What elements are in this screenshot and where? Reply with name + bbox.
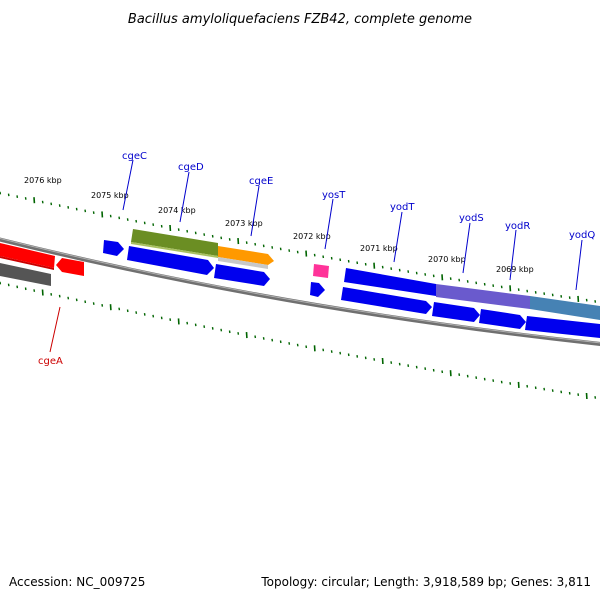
genome-summary-text: Topology: circular; Length: 3,918,589 bp… — [260, 575, 591, 589]
genome-backbone-highlight — [0, 237, 600, 344]
gene-feature[interactable] — [214, 264, 270, 286]
forward-strand-genes — [103, 229, 600, 338]
gene-label-yodR[interactable]: yodR — [505, 221, 530, 232]
leader-yodT — [393, 211, 403, 263]
gene-feature-cgeD[interactable] — [131, 229, 218, 256]
scale-label-2069: 2069 kbp — [496, 265, 534, 274]
scale-label-2071: 2071 kbp — [360, 244, 398, 253]
leader-yodR — [509, 229, 517, 281]
gene-feature-yodS[interactable] — [436, 284, 530, 309]
gene-feature-cgeA-shade — [0, 256, 54, 270]
gene-label-cgeE[interactable]: cgeE — [249, 176, 273, 187]
gene-feature[interactable] — [341, 287, 432, 314]
leader-yodQ — [575, 239, 583, 291]
gene-feature[interactable] — [479, 309, 526, 329]
leader-cgeD — [179, 171, 190, 223]
leader-yodS — [462, 222, 471, 274]
scale-label-2070: 2070 kbp — [428, 255, 466, 264]
gene-label-cgeD[interactable]: cgeD — [178, 162, 204, 173]
gene-label-yodT[interactable]: yodT — [390, 202, 415, 213]
gene-feature-yodQ[interactable] — [530, 296, 600, 320]
gene-feature[interactable] — [103, 240, 124, 256]
leader-cgeE — [250, 185, 260, 237]
gene-label-yosT[interactable]: yosT — [322, 190, 346, 201]
gene-feature[interactable] — [0, 263, 51, 286]
scale-label-2076: 2076 kbp — [24, 176, 62, 185]
scale-label-2075: 2075 kbp — [91, 191, 129, 200]
leader-cgeA — [49, 306, 61, 353]
gene-feature[interactable] — [310, 282, 325, 297]
gene-feature-yosT[interactable] — [313, 264, 329, 278]
inner-scale-ticks — [0, 281, 597, 400]
gene-feature[interactable] — [432, 302, 480, 322]
gene-feature[interactable] — [56, 258, 84, 276]
gene-label-yodS[interactable]: yodS — [459, 213, 484, 224]
leader-yosT — [324, 198, 334, 250]
outer-scale-ticks — [0, 191, 597, 303]
gene-feature-cgeE[interactable] — [218, 246, 274, 265]
reverse-strand-genes — [0, 243, 84, 286]
scale-label-2072: 2072 kbp — [293, 232, 331, 241]
gene-feature-yodT[interactable] — [344, 268, 436, 296]
map-title: Bacillus amyloliquefaciens FZB42, comple… — [128, 12, 472, 27]
gene-feature-cgeE-shade — [218, 257, 268, 269]
gene-feature-cgeD-shade — [131, 242, 218, 258]
scale-label-2073: 2073 kbp — [225, 219, 263, 228]
scale-labels: 2076 kbp 2075 kbp 2074 kbp 2073 kbp 2072… — [24, 176, 534, 274]
gene-label-cgeA[interactable]: cgeA — [38, 356, 63, 367]
gene-feature[interactable] — [525, 316, 600, 338]
gene-feature-cgeA[interactable] — [0, 243, 55, 268]
genome-backbone — [0, 237, 600, 346]
leader-cgeC — [122, 159, 134, 211]
gene-label-yodQ[interactable]: yodQ — [569, 230, 595, 241]
gene-labels: cgeC cgeD cgeE yosT yodT yodS yodR yodQ … — [38, 151, 595, 367]
scale-label-2074: 2074 kbp — [158, 206, 196, 215]
accession-text: Accession: NC_009725 — [9, 575, 145, 589]
gene-feature[interactable] — [127, 246, 214, 275]
gene-label-cgeC[interactable]: cgeC — [122, 151, 147, 162]
